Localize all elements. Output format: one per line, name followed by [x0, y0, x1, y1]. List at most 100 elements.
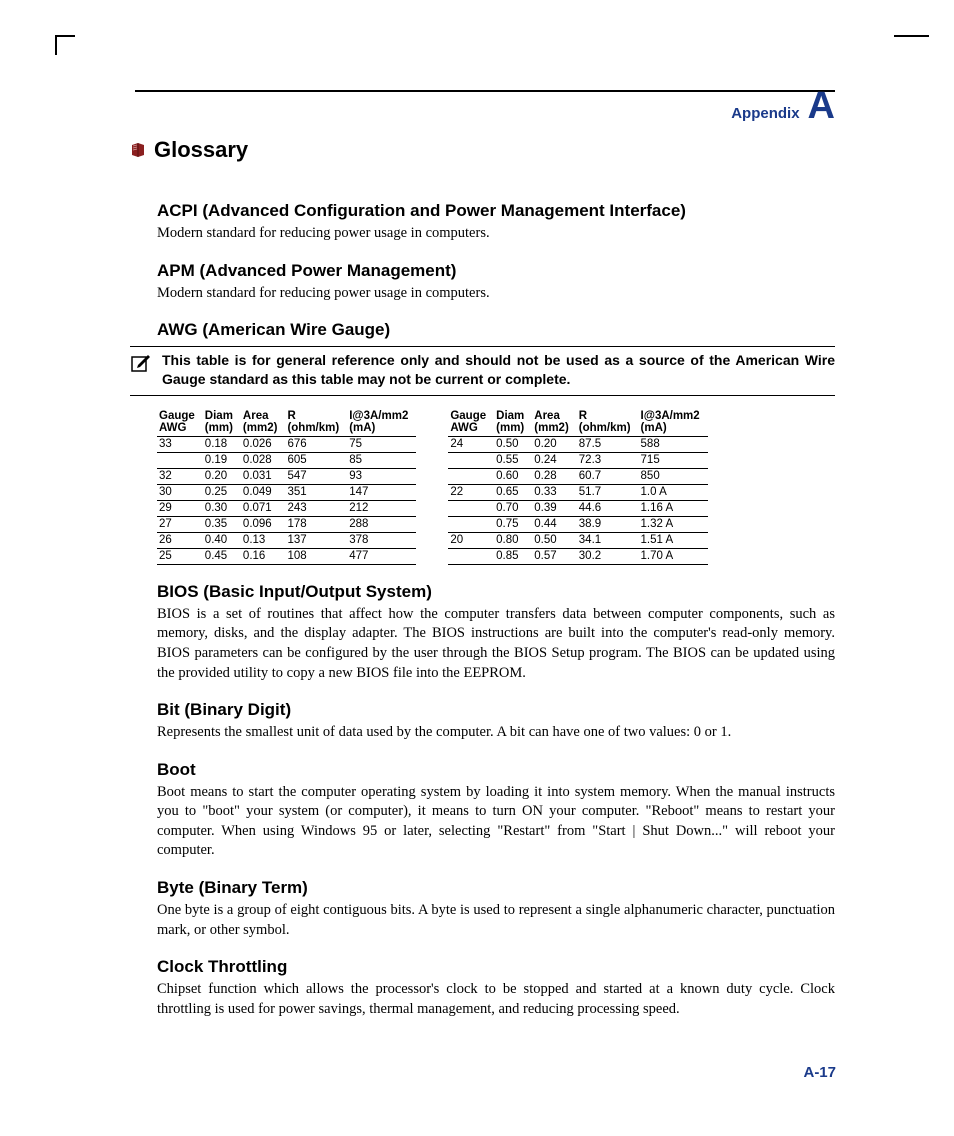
cell: 22 — [448, 484, 494, 500]
cell — [448, 516, 494, 532]
th: AWG — [159, 422, 186, 434]
cell: 72.3 — [577, 452, 639, 468]
cell: 178 — [285, 516, 347, 532]
table-row: 0.550.2472.3715 — [448, 452, 707, 468]
th: (ohm/km) — [579, 422, 631, 434]
cell: 32 — [157, 468, 203, 484]
cell: 0.13 — [241, 532, 286, 548]
th: Gauge — [159, 410, 195, 422]
cell: 715 — [639, 452, 708, 468]
cell: 1.70 A — [639, 548, 708, 564]
table-row: 220.650.3351.71.0 A — [448, 484, 707, 500]
term-def: Chipset function which allows the proces… — [157, 980, 835, 1019]
cell: 212 — [347, 500, 416, 516]
term-heading: BIOS (Basic Input/Output System) — [157, 582, 835, 602]
page-title: Glossary — [154, 137, 248, 163]
th: Area — [243, 410, 269, 422]
th: I@3A/mm2 — [641, 410, 700, 422]
cell: 44.6 — [577, 500, 639, 516]
cell: 0.57 — [532, 548, 577, 564]
cell: 60.7 — [577, 468, 639, 484]
table-row: 0.750.4438.91.32 A — [448, 516, 707, 532]
term-heading: Clock Throttling — [157, 957, 835, 977]
cell: 33 — [157, 436, 203, 452]
awg-tables: GaugeAWG Diam(mm) Area(mm2) R(ohm/km) I@… — [157, 408, 835, 565]
page-number: A-17 — [803, 1064, 836, 1081]
th: (mA) — [349, 422, 375, 434]
book-icon — [130, 142, 146, 158]
th: I@3A/mm2 — [349, 410, 408, 422]
cell: 0.80 — [494, 532, 532, 548]
term-def: Modern standard for reducing power usage… — [157, 224, 835, 244]
cell: 0.35 — [203, 516, 241, 532]
page-content: Appendix A Glossary ACPI (Advanced Confi… — [135, 90, 835, 1019]
term-def: BIOS is a set of routines that affect ho… — [157, 605, 835, 683]
cell: 243 — [285, 500, 347, 516]
table-row: 0.600.2860.7850 — [448, 468, 707, 484]
table-row: 260.400.13137378 — [157, 532, 416, 548]
appendix-label: Appendix — [731, 105, 799, 122]
cell: 1.0 A — [639, 484, 708, 500]
title-row: Glossary — [130, 137, 835, 163]
table-row: 270.350.096178288 — [157, 516, 416, 532]
cell: 0.40 — [203, 532, 241, 548]
cell: 29 — [157, 500, 203, 516]
cell — [448, 468, 494, 484]
term-def: Represents the smallest unit of data use… — [157, 723, 835, 743]
cell: 0.20 — [532, 436, 577, 452]
cell: 0.026 — [241, 436, 286, 452]
cell: 1.32 A — [639, 516, 708, 532]
crop-mark-r — [894, 35, 929, 55]
th: R — [287, 410, 295, 422]
table-row: 330.180.02667675 — [157, 436, 416, 452]
th: AWG — [450, 422, 477, 434]
cell: 0.24 — [532, 452, 577, 468]
th: Gauge — [450, 410, 486, 422]
cell: 676 — [285, 436, 347, 452]
table-row: 300.250.049351147 — [157, 484, 416, 500]
cell: 25 — [157, 548, 203, 564]
cell: 0.20 — [203, 468, 241, 484]
term-heading: ACPI (Advanced Configuration and Power M… — [157, 201, 835, 221]
term-def: One byte is a group of eight contiguous … — [157, 901, 835, 940]
cell: 0.70 — [494, 500, 532, 516]
header: Appendix A — [135, 87, 835, 125]
th: Area — [534, 410, 560, 422]
cell: 0.096 — [241, 516, 286, 532]
table-row: 290.300.071243212 — [157, 500, 416, 516]
cell: 38.9 — [577, 516, 639, 532]
cell: 1.16 A — [639, 500, 708, 516]
term-heading: Boot — [157, 760, 835, 780]
cell: 0.25 — [203, 484, 241, 500]
cell: 0.55 — [494, 452, 532, 468]
awg-table-right: GaugeAWG Diam(mm) Area(mm2) R(ohm/km) I@… — [448, 408, 707, 565]
term-heading: APM (Advanced Power Management) — [157, 261, 835, 281]
cell: 93 — [347, 468, 416, 484]
cell: 0.19 — [203, 452, 241, 468]
cell: 605 — [285, 452, 347, 468]
cell: 20 — [448, 532, 494, 548]
cell: 0.049 — [241, 484, 286, 500]
th: (mm) — [205, 422, 233, 434]
cell: 0.031 — [241, 468, 286, 484]
cell: 0.18 — [203, 436, 241, 452]
cell: 30.2 — [577, 548, 639, 564]
cell: 85 — [347, 452, 416, 468]
table-row: 0.190.02860585 — [157, 452, 416, 468]
th: (mm2) — [243, 422, 278, 434]
crop-mark-tl — [55, 35, 75, 55]
cell — [157, 452, 203, 468]
cell: 51.7 — [577, 484, 639, 500]
cell: 147 — [347, 484, 416, 500]
cell: 26 — [157, 532, 203, 548]
cell: 24 — [448, 436, 494, 452]
cell: 850 — [639, 468, 708, 484]
term-heading: Byte (Binary Term) — [157, 878, 835, 898]
note-box: This table is for general reference only… — [130, 346, 835, 396]
table-row: 0.850.5730.21.70 A — [448, 548, 707, 564]
th: (mA) — [641, 422, 667, 434]
cell: 75 — [347, 436, 416, 452]
cell: 87.5 — [577, 436, 639, 452]
cell: 0.50 — [532, 532, 577, 548]
cell: 588 — [639, 436, 708, 452]
